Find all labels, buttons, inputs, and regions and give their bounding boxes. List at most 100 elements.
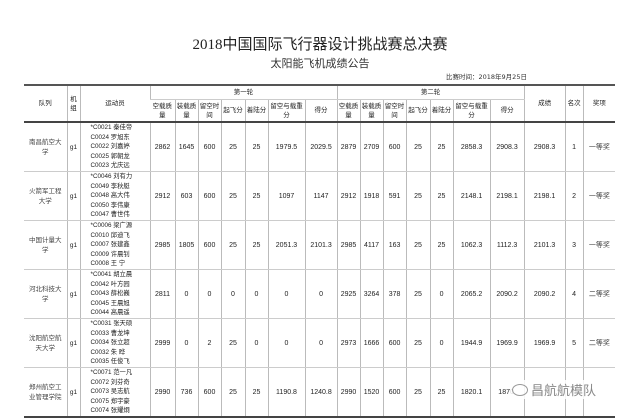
member: C0024 罗旭东 (90, 133, 130, 141)
team-name: 火箭军工程大学 (24, 171, 67, 221)
member: C0043 薛松巍 (90, 290, 130, 298)
member: *C0071 范一凡 (90, 369, 133, 377)
round1-value: 25 (220, 367, 245, 418)
member: C0075 郑宇豪 (90, 397, 130, 405)
round2-value: 25 (405, 122, 431, 172)
round2-value: 2198.1 (489, 171, 525, 221)
round2-value: 2879 (336, 122, 361, 172)
round2-value: 2912 (336, 171, 361, 221)
watermark-text: 昌航航模队 (531, 384, 597, 399)
round2-value: 2985 (336, 220, 361, 270)
team-name: 沈阳航空航天大学 (24, 318, 67, 368)
round1-value: 25 (244, 171, 268, 221)
header-round1: 第一轮 (149, 84, 338, 100)
round1-value: 1240.8 (304, 367, 338, 418)
rank: 3 (564, 220, 584, 270)
member: C0034 张立超 (90, 339, 130, 347)
members-list: *C0071 范一凡 C0072 刘芬奇 C0073 吴志航 C0075 郑宇豪 C00… (79, 367, 150, 418)
member: C0044 高晨遥 (90, 309, 130, 317)
round1-value: 2862 (149, 122, 175, 172)
round2-value: 2148.1 (452, 171, 491, 221)
round2-value: 1112.3 (489, 220, 525, 270)
round1-value: 0 (267, 269, 305, 319)
round2-value: 591 (382, 171, 407, 221)
round2-value: 600 (382, 367, 407, 418)
round1-value: 25 (244, 367, 268, 418)
team-name: 南昌航空大学 (24, 122, 67, 172)
member: *C0021 秦佳帝 (90, 124, 133, 132)
team-name: 郑州航空工业管理学院 (24, 367, 67, 418)
member: C0073 吴志航 (90, 388, 130, 396)
round2-value: 2925 (336, 269, 361, 319)
header-team: 队列 (24, 84, 67, 123)
watermark: 昌航航模队 (510, 380, 599, 399)
header-members: 运动员 (79, 84, 150, 123)
round2-value: 1944.9 (452, 318, 491, 368)
header-round2-sub: 留空时间 (382, 99, 407, 123)
member: C0008 王 宁 (90, 260, 126, 268)
round2-value: 2990 (336, 367, 361, 418)
round2-value: 1520 (359, 367, 384, 418)
member: *C0041 胡立晨 (90, 271, 133, 279)
award: 一等奖 (582, 171, 616, 221)
round1-value: 1097 (267, 171, 305, 221)
members-list: *C0006 梁广源 C0010 邱迪飞 C0007 张建鑫 C0009 许晨钊 C00… (79, 220, 150, 270)
member: *C0046 刘有力 (90, 173, 133, 181)
round1-value: 1805 (174, 220, 198, 270)
rank: 5 (564, 318, 584, 368)
member: C0072 刘芬奇 (90, 378, 130, 386)
member: C0035 任俊飞 (90, 358, 130, 366)
header-round1-sub: 留空与载重分 (267, 99, 305, 123)
award: 一等奖 (582, 122, 616, 172)
header-round1-sub: 起飞分 (220, 99, 245, 123)
round1-value: 600 (197, 367, 221, 418)
result: 2908.3 (523, 122, 566, 172)
results-table: 队列 机组 运动员 第一轮 第二轮 成绩 名次 奖项 空载质量 装载质量 留空时间起… (24, 84, 616, 418)
round2-value: 25 (405, 171, 431, 221)
round1-value: 736 (174, 367, 198, 418)
round1-value: 1645 (174, 122, 198, 172)
header-rank: 名次 (564, 84, 584, 123)
header-round2-sub: 装载质量 (359, 99, 384, 123)
rank: 1 (564, 122, 584, 172)
competition-date: 比赛时间：2018年9月25日 (446, 73, 527, 81)
member: C0045 王晨旭 (90, 299, 130, 307)
round2-value: 2090.2 (489, 269, 525, 319)
header-round2: 第二轮 (336, 84, 525, 100)
round1-value: 0 (174, 269, 198, 319)
members-list: *C0031 张天硕 C0033 曹龙坤 C0034 张立超 C0032 朱 晔 C00… (79, 318, 150, 368)
member: C0033 曹龙坤 (90, 329, 130, 337)
round1-value: 600 (197, 171, 221, 221)
crew: g1 (66, 367, 80, 418)
round2-value: 2065.2 (452, 269, 491, 319)
result: 1969.9 (523, 318, 566, 368)
round2-value: 1918 (359, 171, 384, 221)
round1-value: 2985 (149, 220, 175, 270)
round2-value: 0 (429, 318, 454, 368)
member: C0048 高大伟 (90, 192, 130, 200)
wechat-icon (512, 383, 528, 396)
round1-value: 0 (304, 269, 338, 319)
round2-value: 600 (382, 318, 407, 368)
table-row: 中国计量大学 g1 *C0006 梁广源 C0010 邱迪飞 C0007 张建鑫 C000… (24, 220, 616, 270)
member: C0047 曹世伟 (90, 211, 130, 219)
rank: 4 (564, 269, 584, 319)
round2-value: 600 (382, 122, 407, 172)
round1-value: 25 (244, 220, 268, 270)
round1-value: 2990 (149, 367, 175, 418)
crew: g1 (66, 122, 80, 172)
award: 二等奖 (582, 318, 616, 368)
member: *C0006 梁广源 (90, 222, 133, 230)
header-round2-sub: 留空与载重分 (452, 99, 491, 123)
header-round1-sub: 空载质量 (150, 99, 175, 123)
round1-value: 2811 (149, 269, 175, 319)
round1-value: 25 (244, 122, 268, 172)
round1-value: 25 (220, 318, 245, 368)
member: C0009 许晨钊 (90, 250, 130, 258)
header-result: 成绩 (523, 84, 566, 123)
round2-value: 2973 (336, 318, 361, 368)
header-round1-sub: 装载质量 (174, 99, 198, 123)
page-title: 2018中国国际飞行器设计挑战赛总决赛 (192, 37, 448, 53)
round1-value: 600 (197, 220, 221, 270)
rank: 2 (564, 171, 584, 221)
